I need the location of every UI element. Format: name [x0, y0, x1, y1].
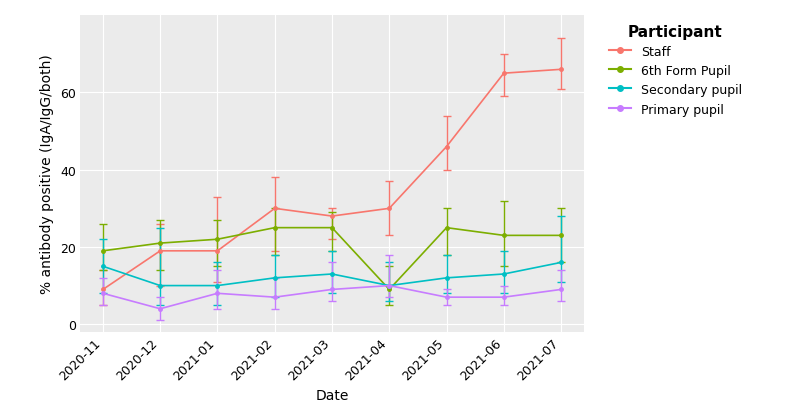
Legend: Staff, 6th Form Pupil, Secondary pupil, Primary pupil: Staff, 6th Form Pupil, Secondary pupil, …	[602, 18, 748, 123]
Y-axis label: % antibody positive (IgA/IgG/both): % antibody positive (IgA/IgG/both)	[41, 55, 54, 294]
X-axis label: Date: Date	[315, 388, 349, 402]
